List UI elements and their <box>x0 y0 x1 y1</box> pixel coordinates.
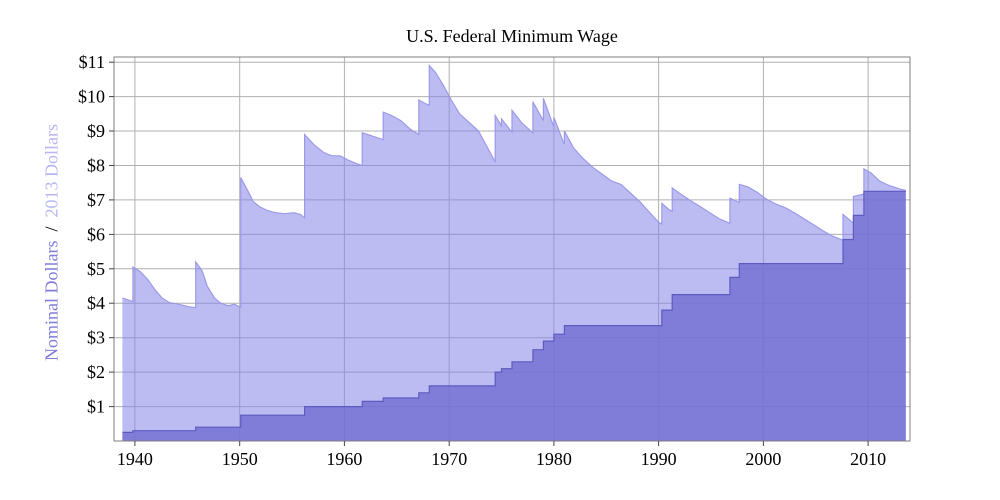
y-tick-label: $6 <box>87 224 105 244</box>
x-tick-label: 1960 <box>326 449 362 469</box>
plot-border <box>113 56 911 442</box>
x-tick-label: 2010 <box>850 449 886 469</box>
y-tick-label: $11 <box>79 52 105 72</box>
x-tick-label: 1970 <box>431 449 467 469</box>
y-tick-label: $1 <box>87 397 105 417</box>
y-tick-label: $2 <box>87 362 105 382</box>
x-tick-label: 1950 <box>222 449 258 469</box>
x-tick-label: 1990 <box>641 449 677 469</box>
x-tick-label: 1940 <box>117 449 153 469</box>
area-nominal-dollars <box>122 191 906 441</box>
y-tick-label: $8 <box>87 156 105 176</box>
y-tick-label: $10 <box>78 87 105 107</box>
y-tick-label: $5 <box>87 259 105 279</box>
y-tick-label: $3 <box>87 328 105 348</box>
y-tick-label: $4 <box>87 293 105 313</box>
chart-title: U.S. Federal Minimum Wage <box>406 26 618 46</box>
x-tick-label: 1980 <box>536 449 572 469</box>
y-tick-label: $7 <box>87 190 105 210</box>
x-tick-label: 2000 <box>745 449 781 469</box>
y-tick-label: $9 <box>87 121 105 141</box>
area-edge-2013-dollars <box>122 64 906 309</box>
area-edge-nominal-dollars <box>122 190 906 433</box>
